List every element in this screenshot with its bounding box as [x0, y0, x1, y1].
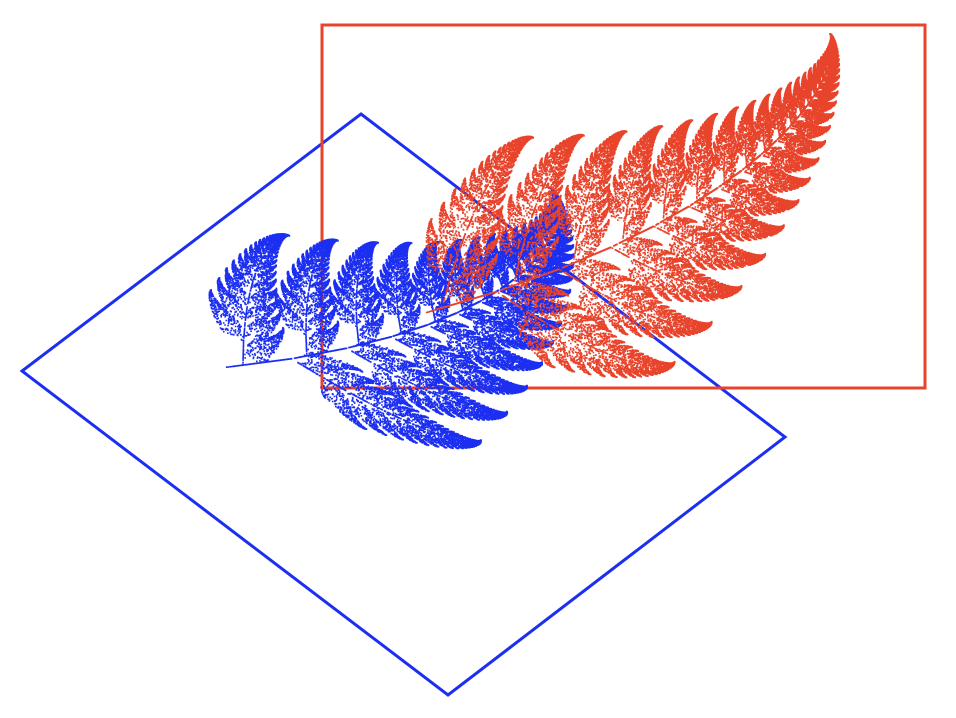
figure-canvas: [0, 0, 956, 718]
figure-svg: [0, 0, 956, 718]
